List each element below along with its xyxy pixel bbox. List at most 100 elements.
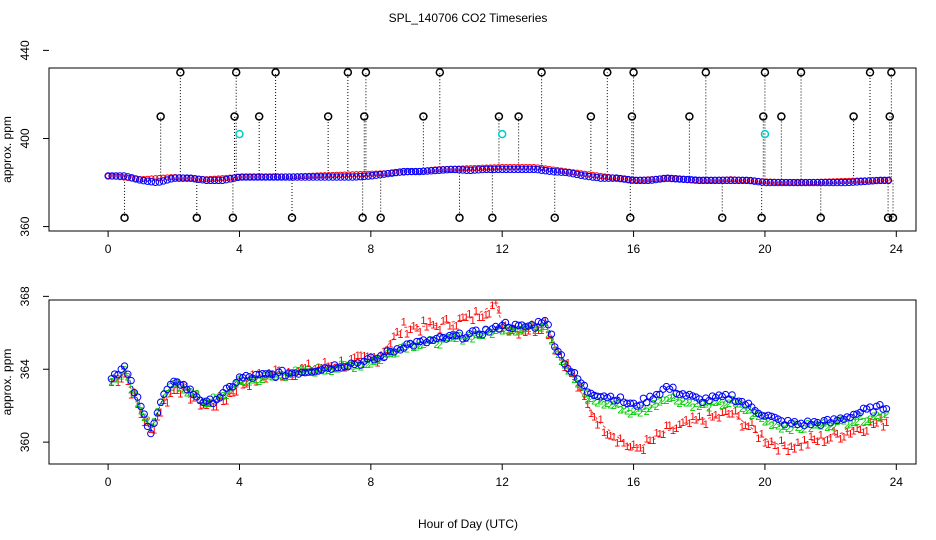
red-point [617,175,624,182]
series-3-point [150,419,158,427]
series-1-point: 1 [857,424,863,436]
series-2-point: 2 [673,395,679,407]
blue-point [407,167,416,176]
series-2-point: 2 [847,419,853,431]
blue-point [281,173,290,181]
series-3-point [311,367,319,376]
series-1-point: 1 [683,414,689,426]
spike-point [888,213,898,223]
series-2-point: 2 [713,397,719,409]
series-3-point [853,410,861,418]
spike-point [343,68,353,77]
spike-point [603,68,612,77]
series-2-point: 2 [273,371,279,383]
series-1-point: 1 [233,387,239,399]
blue-point [191,175,199,183]
blue-point [502,165,510,174]
blue-point [868,177,877,185]
series-1-point: 1 [322,357,328,369]
blue-point [135,176,144,184]
series-1-point: 1 [667,420,673,432]
blue-point [455,166,463,174]
series-1-point: 1 [739,421,745,433]
series-2-point: 2 [860,417,866,429]
series-3-point [636,401,644,409]
x-tick-label: 12 [496,475,510,489]
series-2-point: 2 [818,421,824,433]
blue-point [451,165,459,174]
series-3-point [583,388,592,396]
spike-point [230,112,239,121]
series-3-point [820,416,828,425]
red-point [152,175,159,182]
blue-point [226,175,234,183]
spike-point [361,68,371,77]
series-2-point: 2 [246,376,252,388]
series-2-point: 2 [601,399,607,411]
blue-point [265,173,274,181]
red-point [254,173,261,181]
series-3-point [216,394,224,402]
blue-point [660,174,668,183]
series-2-point: 2 [243,377,249,389]
series-1-point: 1 [847,428,853,440]
blue-point [766,178,774,187]
series-2-point: 2 [745,404,751,416]
series-1-point: 1 [699,415,705,427]
blue-point [600,174,609,182]
red-point [688,176,695,183]
red-point [672,175,679,182]
series-2-point: 2 [624,406,630,418]
series-2-point: 2 [470,334,476,346]
spike-point [550,213,559,223]
series-1-point: 1 [640,445,646,457]
blue-point [857,177,865,186]
series-1-point: 1 [131,387,137,399]
series-2-line [111,323,887,429]
blue-point [147,178,156,186]
series-3-point [340,363,349,371]
series-3-point [557,351,566,359]
red-point [692,176,699,184]
series-2-point: 2 [870,411,876,423]
blue-point [723,176,731,185]
series-1-point: 1 [522,327,528,339]
series-2-point: 2 [631,406,637,418]
series-1-point: 1 [391,331,397,343]
top-panel: 0 4 8 12 16 20 24 360 400 440 approx. ppm [0,40,917,256]
series-3-point [426,336,434,344]
series-2-point: 2 [667,393,673,405]
blue-point [396,168,404,176]
series-1-point: 1 [575,383,581,395]
blue-point [364,172,372,180]
red-point [258,173,265,181]
series-2-point: 2 [542,321,548,333]
blue-point [853,178,861,186]
series-2-point: 2 [732,398,738,410]
spike-point [358,213,367,223]
series-3-point [639,394,648,403]
series-1-point: 1 [282,370,288,382]
series-1-point: 1 [588,408,594,420]
series-2-point: 2 [512,327,518,339]
series-1-point: 1 [424,322,430,334]
blue-point [652,175,660,184]
series-2-point: 2 [227,385,233,397]
spike-point [494,112,504,121]
series-3-point [501,318,510,327]
blue-point [234,173,242,181]
blue-point [770,178,778,187]
series-3-point [810,417,818,426]
series-1-point: 1 [555,346,561,358]
series-1-point: 1 [762,438,768,450]
series-2-point: 2 [703,398,709,410]
spike-point [228,213,238,223]
blue-point [865,177,873,185]
blue-point [742,176,751,185]
series-2-point: 2 [640,403,646,415]
x-tick-label: 12 [496,242,510,256]
blue-point [522,165,530,174]
blue-point [636,176,644,185]
blue-point [419,167,428,176]
series-1-point: 1 [171,385,177,397]
